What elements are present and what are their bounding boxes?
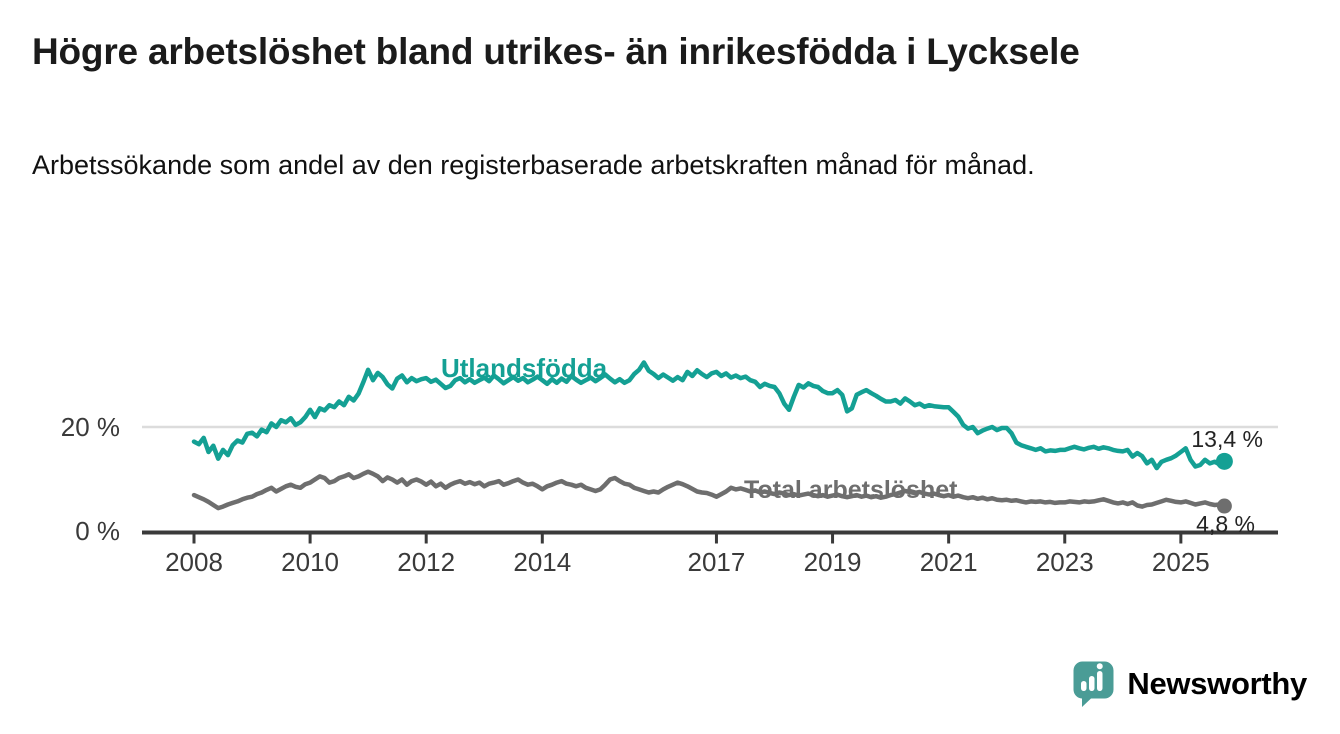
newsworthy-logo: Newsworthy bbox=[1072, 660, 1307, 708]
bar-tall bbox=[1097, 671, 1103, 691]
bar-short bbox=[1081, 681, 1087, 691]
end-value-label-utlandsfodda: 13,4 % bbox=[1191, 426, 1263, 452]
chart-header: Högre arbetslöshet bland utrikes- än inr… bbox=[32, 26, 1222, 188]
x-tick-label-2008: 2008 bbox=[165, 547, 223, 577]
end-dot-utlandsfodda bbox=[1215, 452, 1233, 470]
x-tick-label-2023: 2023 bbox=[1036, 547, 1094, 577]
series-label-total-arbetsloshet: Total arbetslöshet bbox=[744, 476, 958, 504]
exclamation-dot bbox=[1097, 663, 1104, 670]
series-label-utlandsfodda: Utlandsfödda bbox=[441, 353, 608, 383]
chart-subtitle: Arbetssökande som andel av den registerb… bbox=[32, 150, 1035, 181]
end-value-label-total: 4,8 % bbox=[1196, 511, 1255, 537]
x-tick-label-2017: 2017 bbox=[688, 547, 746, 577]
series-line-total bbox=[191, 469, 1227, 511]
x-tick-label-2019: 2019 bbox=[804, 547, 862, 577]
chart-title: Högre arbetslöshet bland utrikes- än inr… bbox=[32, 31, 1080, 72]
newsworthy-wordmark: Newsworthy bbox=[1127, 666, 1307, 701]
plot-area: 2008 2010 2012 2014 2017 2019 2021 2023 2025 bbox=[142, 360, 1278, 577]
x-tick-label-2010: 2010 bbox=[281, 547, 339, 577]
newsworthy-speech-bubble-icon bbox=[1073, 661, 1114, 707]
y-tick-label-0: 0 % bbox=[75, 516, 120, 546]
x-tick-label-2012: 2012 bbox=[397, 547, 455, 577]
end-dot-total bbox=[1216, 498, 1232, 514]
x-tick-label-2014: 2014 bbox=[513, 547, 571, 577]
series-line-utlandsfodda bbox=[191, 360, 1227, 471]
bar-medium bbox=[1089, 676, 1095, 691]
x-tick-label-2025: 2025 bbox=[1152, 547, 1210, 577]
y-tick-label-20: 20 % bbox=[61, 412, 120, 442]
x-tick-label-2021: 2021 bbox=[920, 547, 978, 577]
